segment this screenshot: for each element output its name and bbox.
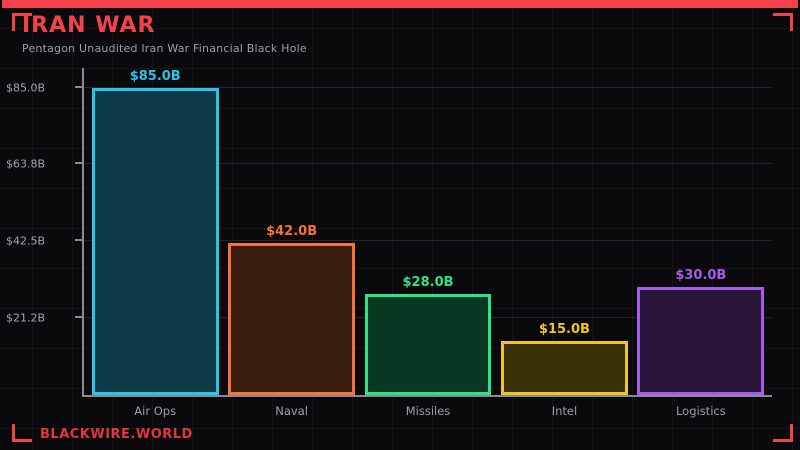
y-tick-mark (75, 85, 82, 88)
bar-group: $85.0B Air Ops (87, 68, 223, 418)
top-accent-bar (2, 0, 798, 8)
brand-footer: BLACKWIRE.WORLD (40, 427, 193, 442)
y-gridline (84, 86, 772, 88)
header: IRAN WAR Pentagon Unaudited Iran War Fin… (22, 13, 307, 56)
x-axis-category-label: Logistics (675, 404, 726, 418)
bar-group: $28.0B Missiles (360, 68, 496, 418)
bar (637, 286, 765, 395)
bar-value-label: $30.0B (675, 267, 727, 283)
corner-bracket-top-left (12, 13, 32, 31)
x-axis-category-label: Intel (551, 404, 578, 418)
y-tick-mark (75, 316, 82, 319)
x-axis-category-label: Missiles (405, 404, 451, 418)
corner-bracket-top-right (773, 13, 793, 31)
plot-area: $85.0B $63.8B $42.5B $21.2B $85.0B Air Ops $42… (6, 68, 772, 418)
bar-group: $42.0B Naval (223, 68, 359, 418)
page-subtitle: Pentagon Unaudited Iran War Financial Bl… (22, 42, 307, 56)
bar-value-label: $28.0B (402, 274, 454, 290)
x-axis-category-label: Air Ops (134, 404, 177, 418)
page-title: IRAN WAR (22, 13, 156, 38)
y-tick-label: $21.2B (6, 311, 46, 325)
y-tick-label: $63.8B (6, 157, 46, 171)
bar (91, 87, 219, 395)
corner-bracket-bottom-left (12, 424, 32, 442)
x-axis-category-label: Naval (275, 404, 308, 418)
bar-value-label: $85.0B (129, 68, 181, 84)
y-gridline (84, 163, 772, 165)
bars-container: $85.0B Air Ops $42.0B Naval $28.0B Missiles $1… (84, 68, 772, 418)
y-gridline (84, 240, 772, 242)
bar-value-label: $42.0B (266, 224, 318, 240)
bar-group: $30.0B Logistics (633, 68, 769, 418)
bar-group: $15.0B Intel (496, 68, 632, 418)
corner-bracket-bottom-right (773, 424, 793, 442)
y-tick-label: $85.0B (6, 81, 46, 95)
bar (364, 293, 492, 395)
bar (501, 340, 628, 395)
bar-value-label: $15.0B (538, 321, 590, 337)
bar (228, 243, 356, 395)
y-tick-mark (75, 162, 82, 165)
y-tick-mark (75, 239, 82, 242)
y-tick-label: $42.5B (6, 234, 46, 248)
